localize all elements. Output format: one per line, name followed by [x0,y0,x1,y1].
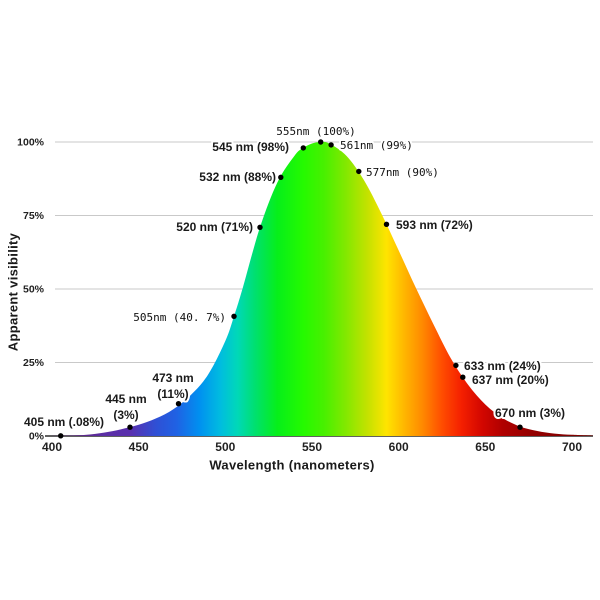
annotation-405nm: 405 nm (.08%) [24,415,104,429]
x-tick-700: 700 [562,440,582,454]
x-axis-title: Wavelength (nanometers) [209,457,375,473]
annotation-445nm: 445 nm (3%) [105,392,146,422]
annotation-labels: 405 nm (.08%)445 nm (3%)473 nm (11%) 505nm … [22,123,567,431]
annotation-633nm: 633 nm (24%) [464,359,541,373]
data-point-dot-670nm [517,424,523,430]
data-point-dot-445nm [127,424,133,430]
annotation-545nm: 545 nm (98%) [212,140,289,154]
annotation-532nm: 532 nm (88%) [199,170,276,184]
y-tick-100%: 100% [17,137,45,149]
y-tick-0%: 0% [29,431,45,443]
annotation-520nm: 520 nm (71%) [176,220,253,234]
data-point-dot-405nm [58,433,64,439]
visibility-curve [52,141,593,436]
data-point-dot-532nm [278,174,284,180]
data-point-dot-505nm [231,313,237,319]
data-point-dot-520nm [257,224,263,230]
annotation-577nm: 577nm (90%) [366,166,439,179]
data-point-dot-633nm [453,362,459,369]
x-tick-550: 550 [302,440,322,454]
x-tick-600: 600 [389,440,409,454]
data-point-dot-577nm [356,168,362,175]
y-axis-title: Apparent visibility [5,232,21,352]
annotation-505nm: 505nm (40. 7%) [133,311,226,324]
data-point-dot-473nm [175,401,182,407]
data-point-dot-555nm [318,139,324,145]
y-tick-50%: 50% [23,284,45,296]
x-tick-650: 650 [475,440,495,454]
data-point-dot-593nm [383,221,390,227]
x-tick-450: 450 [129,440,149,454]
annotation-555nm: 555nm (100%) [276,125,355,138]
spectrum-area [52,141,593,436]
y-tick-25%: 25% [23,357,45,369]
annotation-561nm: 561nm (99%) [340,139,413,152]
annotation-593nm: 593 nm (72%) [396,218,473,232]
data-point-dot-561nm [328,142,334,148]
data-point-dot-637nm [460,374,466,380]
data-point-dots [58,139,523,439]
annotation-473nm: 473 nm (11%) [152,371,193,401]
x-tick-500: 500 [215,440,235,454]
data-point-dot-545nm [300,145,306,151]
y-tick-75%: 75% [23,210,45,222]
annotation-670nm: 670 nm (3%) [495,406,565,420]
tick-labels: 400 450 500 550 600 650 700 0% 25% 50% 75% 100% [17,137,582,454]
annotation-637nm: 637 nm (20%) [472,373,549,387]
x-tick-400: 400 [42,440,62,454]
